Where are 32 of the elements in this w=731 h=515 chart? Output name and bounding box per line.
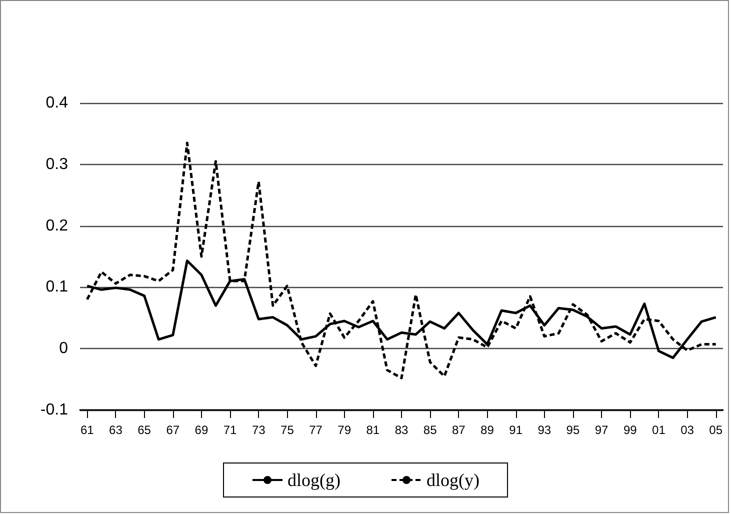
x-tick-label: 81 xyxy=(366,423,380,437)
x-tick-label: 65 xyxy=(138,423,152,437)
x-tick-label: 01 xyxy=(652,423,666,437)
legend-label: dlog(g) xyxy=(288,470,341,490)
x-tick-label: 95 xyxy=(566,423,580,437)
x-tick-label: 67 xyxy=(166,423,180,437)
x-tick-label: 91 xyxy=(509,423,523,437)
line-series xyxy=(86,142,718,380)
x-tick-label: 61 xyxy=(80,423,94,437)
x-tick-label: 03 xyxy=(680,423,694,437)
x-tick-label: 87 xyxy=(452,423,466,437)
y-tick-label: -0.1 xyxy=(40,402,68,418)
x-tick-label: 93 xyxy=(538,423,552,437)
x-tick-label: 77 xyxy=(309,423,323,437)
x-tick-label: 97 xyxy=(594,423,609,437)
y-tick-label: 0.2 xyxy=(46,217,68,234)
legend-label: dlog(y) xyxy=(426,470,480,490)
x-tick-label: 71 xyxy=(223,423,238,437)
y-tick-label: 0.3 xyxy=(46,156,68,173)
x-tick-label: 99 xyxy=(623,423,638,437)
y-tick-label: 0.1 xyxy=(46,278,68,296)
x-tick-label: 83 xyxy=(394,423,408,437)
x-tick-label: 73 xyxy=(252,423,266,437)
y-tick-label: 0.4 xyxy=(46,94,68,112)
x-tick-label: 89 xyxy=(480,423,494,437)
x-tick-label: 69 xyxy=(194,423,208,437)
x-tick-label: 05 xyxy=(709,423,723,437)
x-tick-label: 85 xyxy=(423,423,438,437)
x-tick-label: 75 xyxy=(280,423,294,437)
y-tick-label: 0 xyxy=(59,340,68,358)
x-tick-label: 63 xyxy=(109,423,123,437)
x-tick-label: 79 xyxy=(338,423,352,437)
